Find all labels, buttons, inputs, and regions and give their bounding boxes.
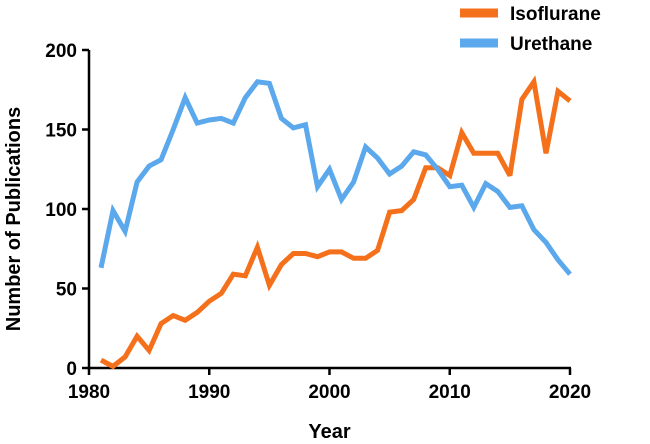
y-tick-label: 0 <box>66 359 77 380</box>
y-tick-label: 50 <box>56 280 77 301</box>
series-group <box>98 75 572 370</box>
x-tick-label: 1980 <box>68 382 110 403</box>
x-tick-label: 2010 <box>429 382 471 403</box>
y-tick-label: 100 <box>45 200 77 221</box>
legend-label-isoflurane: Isoflurane <box>510 4 601 25</box>
x-axis-title: Year <box>308 421 350 443</box>
y-axis-title: Number of Publications <box>3 107 25 331</box>
series-line-urethane <box>98 79 572 276</box>
y-tick-label: 200 <box>45 41 77 62</box>
ticks: 1980 1990 2000 2010 2020 0 50 100 150 200 <box>45 41 591 403</box>
y-tick-label: 150 <box>45 121 77 142</box>
x-tick-label: 2000 <box>308 382 350 403</box>
series-line-isoflurane <box>99 75 572 370</box>
x-tick-label: 1990 <box>188 382 230 403</box>
legend: Isoflurane Urethane <box>460 4 601 55</box>
x-tick-label: 2020 <box>549 382 591 403</box>
legend-label-urethane: Urethane <box>510 34 592 55</box>
